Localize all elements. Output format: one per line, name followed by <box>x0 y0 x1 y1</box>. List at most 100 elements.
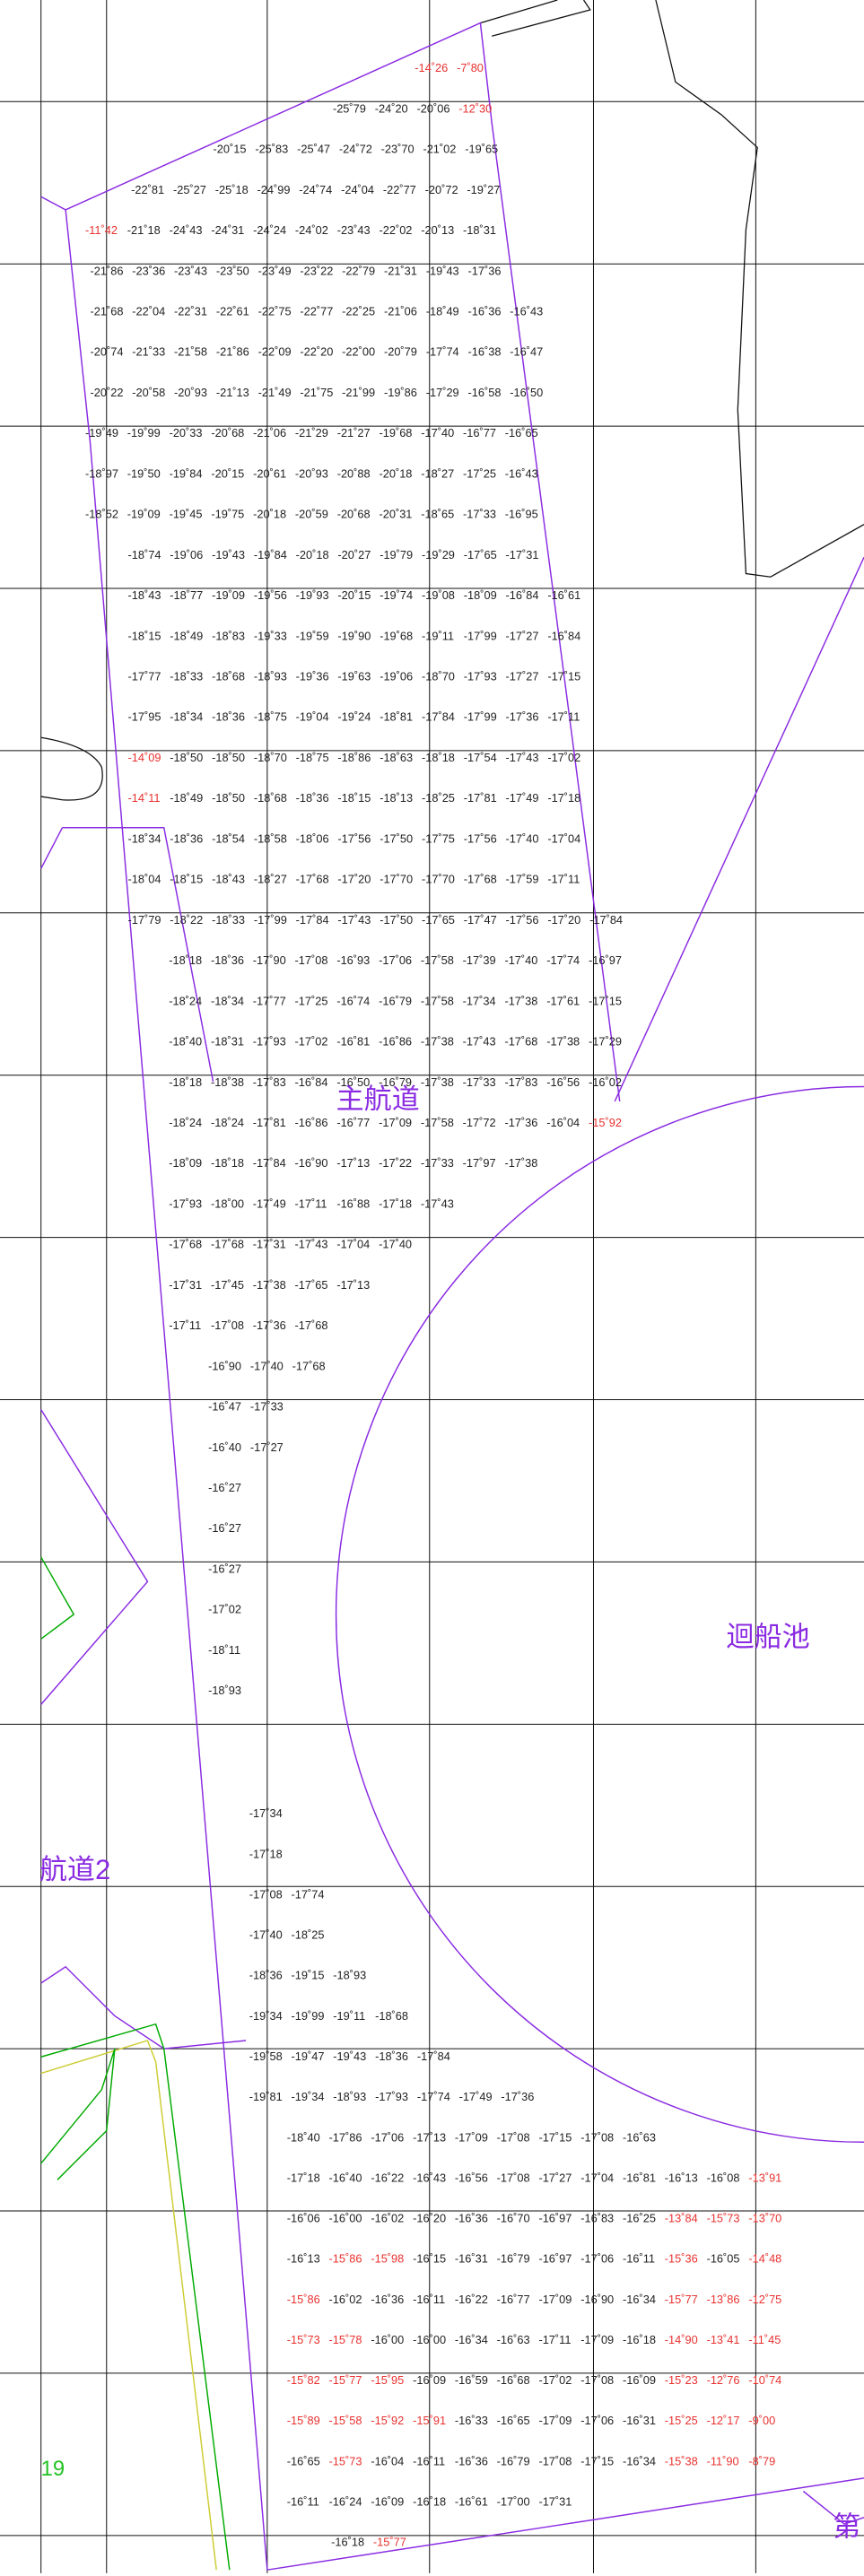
sounding: -19˚43 <box>333 2049 366 2063</box>
sounding: -17˚40 <box>506 831 539 845</box>
sounding: -15˚78 <box>329 2333 362 2346</box>
sounding: -20˚27 <box>337 548 371 561</box>
sounding: -16˚15 <box>413 2252 446 2266</box>
sounding: -16˚40 <box>329 2171 362 2184</box>
sounding: -18˚34 <box>211 994 244 1007</box>
sounding: -13˚86 <box>707 2293 740 2306</box>
sounding: -19˚93 <box>296 588 329 602</box>
sounding: -16˚00 <box>329 2212 362 2225</box>
sounding: -16˚56 <box>455 2171 488 2184</box>
sounding: -17˚43 <box>421 1197 454 1210</box>
sounding: -15˚58 <box>329 2414 362 2427</box>
sounding: -23˚70 <box>381 143 415 156</box>
sounding: -19˚68 <box>380 629 413 642</box>
sounding: -21˚86 <box>216 345 249 359</box>
sounding: -16˚09 <box>623 2373 656 2387</box>
sounding: -16˚79 <box>379 994 412 1007</box>
sounding: -16˚77 <box>463 426 496 439</box>
sounding: -17˚65 <box>464 548 497 561</box>
soundings: -14˚26-7˚80-25˚79-24˚20-20˚06-12˚30-20˚1… <box>85 61 781 2548</box>
sounding: -16˚86 <box>379 1035 412 1049</box>
sounding: -18˚40 <box>169 1035 202 1049</box>
sounding: -19˚49 <box>85 426 118 439</box>
sounding: -18˚68 <box>254 791 287 805</box>
sounding: -21˚31 <box>384 264 417 277</box>
sounding: -20˚93 <box>174 386 207 399</box>
sounding: -19˚36 <box>296 670 329 683</box>
sounding: -17˚95 <box>128 710 161 724</box>
sounding: -17˚93 <box>253 1035 286 1049</box>
sounding: -16˚97 <box>538 2212 572 2225</box>
sounding: -18˚33 <box>212 913 245 927</box>
sounding: -18˚38 <box>211 1075 244 1089</box>
sounding: -20˚88 <box>337 466 371 480</box>
sounding: -13˚84 <box>665 2212 698 2225</box>
sounding: -18˚24 <box>169 994 202 1007</box>
sounding: -16˚02 <box>371 2212 404 2225</box>
sounding: -17˚27 <box>506 670 539 683</box>
sounding: -18˚70 <box>422 670 455 683</box>
sounding: -16˚86 <box>295 1116 328 1129</box>
sounding: -21˚06 <box>253 426 286 439</box>
sounding: -17˚33 <box>463 1075 496 1089</box>
sounding: -19˚34 <box>292 2090 325 2103</box>
sounding: -17˚86 <box>329 2130 362 2144</box>
sounding: -18˚15 <box>337 791 371 805</box>
sounding: -16˚81 <box>623 2171 656 2184</box>
sounding: -17˚18 <box>249 1847 283 1860</box>
sounding: -16˚47 <box>208 1400 241 1414</box>
sounding: -17˚08 <box>580 2373 614 2387</box>
sounding: -15˚98 <box>371 2252 404 2266</box>
sounding: -18˚06 <box>296 831 329 845</box>
sounding: -19˚56 <box>254 588 287 602</box>
sounding: -17˚93 <box>375 2090 408 2103</box>
sounding: -17˚81 <box>464 791 497 805</box>
sounding: -15˚82 <box>287 2373 320 2387</box>
sounding: -25˚47 <box>297 143 330 156</box>
sounding: -11˚90 <box>707 2454 739 2467</box>
sounding: -17˚65 <box>422 913 455 927</box>
sounding: -17˚59 <box>506 873 539 886</box>
sounding: -18˚24 <box>211 1116 244 1129</box>
sounding: -20˚15 <box>211 466 244 480</box>
sounding: -17˚36 <box>468 264 502 277</box>
sounding: -19˚08 <box>422 588 455 602</box>
sounding: -16˚90 <box>208 1359 241 1372</box>
sounding: -17˚54 <box>464 751 497 764</box>
sounding: -24˚99 <box>257 183 291 196</box>
sounding: -19˚11 <box>333 2009 365 2023</box>
sounding: -19˚75 <box>211 508 244 521</box>
sounding: -17˚74 <box>426 345 459 359</box>
sounding: -17˚61 <box>546 994 580 1007</box>
sounding: -17˚38 <box>504 994 537 1007</box>
sounding: -15˚77 <box>373 2536 406 2549</box>
sounding: -25˚79 <box>333 101 366 115</box>
sounding: -17˚27 <box>538 2171 572 2184</box>
sounding: -17˚15 <box>580 2454 614 2467</box>
sounding: -17˚50 <box>380 831 413 845</box>
sounding: -17˚11 <box>547 710 580 724</box>
sounding: -20˚22 <box>91 386 124 399</box>
sounding: -19˚04 <box>296 710 329 724</box>
sounding: -19˚90 <box>337 629 371 642</box>
sounding: -18˚68 <box>375 2009 408 2023</box>
sounding: -16˚84 <box>547 629 580 642</box>
sounding: -16˚04 <box>546 1116 580 1129</box>
sounding: -17˚08 <box>497 2171 530 2184</box>
sounding: -17˚27 <box>506 629 539 642</box>
sounding: -18˚34 <box>128 831 161 845</box>
sounding: -12˚76 <box>707 2373 740 2387</box>
sounding: -18˚97 <box>85 466 118 480</box>
sounding: -18˚25 <box>292 1928 325 1942</box>
sounding: -22˚77 <box>383 183 416 196</box>
sounding: -18˚15 <box>170 873 203 886</box>
sounding: -24˚02 <box>295 223 328 237</box>
sounding: -22˚31 <box>174 304 207 318</box>
sounding: -14˚09 <box>128 751 161 764</box>
sounding: -18˚50 <box>170 751 203 764</box>
sounding: -18˚49 <box>426 304 459 318</box>
sounding: -18˚36 <box>375 2049 408 2063</box>
sounding: -17˚09 <box>455 2130 488 2144</box>
sounding: -19˚63 <box>337 670 371 683</box>
sounding: -17˚56 <box>464 831 497 845</box>
